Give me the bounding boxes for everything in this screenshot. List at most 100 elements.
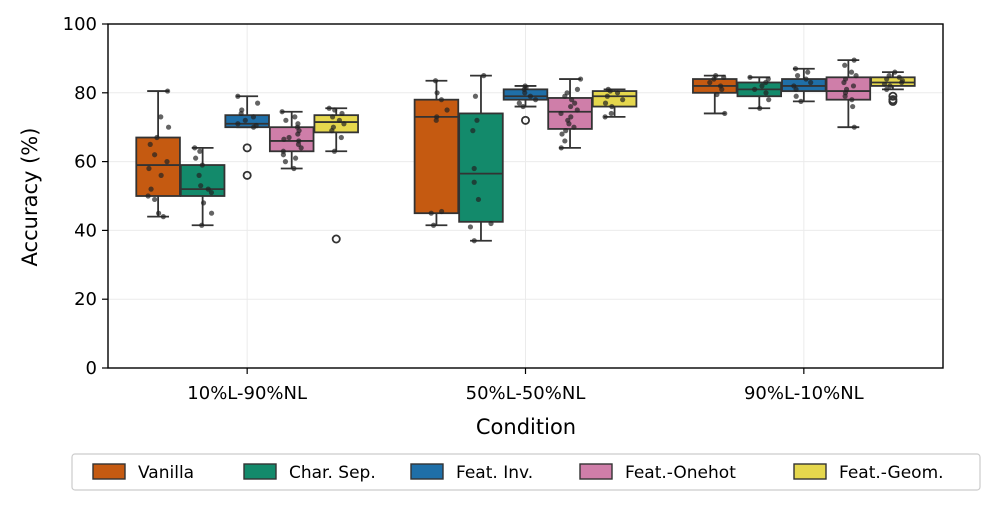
data-point	[604, 93, 610, 99]
legend-item-char-sep-: Char. Sep.	[243, 463, 376, 483]
box-body	[268, 126, 315, 153]
data-point	[851, 57, 857, 63]
data-point	[569, 97, 575, 103]
data-point	[574, 107, 580, 113]
data-point	[199, 222, 205, 228]
outlier-point	[242, 143, 252, 153]
data-point	[722, 110, 728, 117]
data-point	[562, 138, 568, 144]
box-feat-onehot-0	[268, 109, 315, 172]
data-point	[146, 165, 152, 172]
plot-area	[108, 23, 943, 369]
box-body	[135, 136, 181, 197]
data-point	[558, 145, 564, 151]
data-point	[717, 83, 724, 89]
data-point	[471, 238, 477, 244]
data-point	[609, 103, 615, 110]
data-point	[434, 90, 440, 96]
data-point	[896, 74, 902, 80]
x-axis-title: Condition	[476, 415, 576, 439]
legend-swatch	[793, 463, 827, 480]
box-vanilla-2	[692, 73, 738, 117]
data-point	[471, 179, 477, 185]
data-point	[158, 172, 164, 178]
box-char-sep--0	[179, 145, 226, 228]
legend-label: Vanilla	[138, 463, 194, 483]
data-point	[154, 134, 160, 141]
data-point	[892, 69, 898, 75]
data-point	[329, 114, 336, 120]
data-point	[766, 97, 772, 103]
data-point	[165, 124, 172, 130]
data-point	[474, 117, 480, 123]
y-tick-label: 0	[86, 358, 97, 379]
data-point	[164, 88, 171, 94]
data-point	[793, 93, 799, 99]
data-point	[326, 105, 332, 111]
data-point	[765, 76, 771, 82]
data-point	[850, 83, 857, 89]
legend: Vanilla Char. Sep. Feat. Inv. Feat.-Onehot F…	[71, 453, 981, 491]
data-point	[798, 98, 804, 104]
data-point	[522, 83, 528, 89]
data-point	[199, 162, 205, 168]
box-feat-inv--1	[502, 83, 549, 125]
data-point	[759, 83, 765, 89]
data-point	[467, 224, 474, 230]
box-body	[313, 114, 359, 134]
data-point	[843, 86, 850, 92]
data-point	[577, 76, 584, 82]
data-point	[851, 124, 857, 130]
data-point	[899, 78, 906, 84]
data-point	[574, 86, 581, 92]
data-point	[198, 183, 204, 189]
data-point	[568, 114, 574, 120]
box-feat-onehot-2	[825, 57, 872, 130]
outlier-point	[888, 91, 898, 101]
data-point	[803, 76, 809, 82]
outlier-point	[888, 95, 898, 105]
data-point	[605, 86, 611, 92]
data-point	[239, 107, 245, 113]
legend-swatch	[243, 463, 277, 480]
box-feat-inv--2	[781, 66, 827, 104]
data-point	[602, 114, 608, 120]
data-point	[332, 107, 338, 113]
box-vanilla-1	[413, 78, 460, 228]
data-point	[152, 152, 158, 158]
data-point	[516, 100, 522, 106]
data-point	[282, 159, 289, 165]
y-axis-title: Accuracy (%)	[18, 128, 42, 267]
data-point	[850, 103, 856, 110]
data-point	[470, 128, 476, 134]
data-point	[842, 62, 848, 68]
legend-frame	[71, 453, 981, 491]
data-point	[255, 100, 261, 106]
legend-swatch	[579, 463, 613, 480]
data-point	[602, 100, 609, 106]
data-point	[571, 124, 577, 130]
legend-label: Feat.-Onehot	[625, 463, 736, 483]
data-point	[881, 81, 888, 87]
y-tick-label: 80	[74, 83, 97, 104]
data-point	[192, 145, 198, 151]
box-body	[458, 112, 504, 223]
data-point	[752, 86, 758, 92]
data-point	[160, 214, 166, 220]
outlier-point	[521, 115, 531, 125]
y-tick-label: 20	[74, 289, 97, 310]
data-point	[280, 148, 286, 154]
data-point	[250, 114, 257, 120]
data-point	[341, 121, 347, 127]
data-point	[747, 74, 753, 80]
data-point	[279, 109, 285, 115]
data-point	[565, 117, 571, 123]
data-point	[330, 124, 336, 130]
data-point	[572, 100, 578, 106]
data-point	[145, 193, 151, 199]
legend-item-feat-geom-: Feat.-Geom.	[793, 463, 944, 483]
data-point	[438, 97, 445, 103]
box-feat-geom--0	[313, 105, 359, 244]
data-point	[791, 83, 797, 89]
